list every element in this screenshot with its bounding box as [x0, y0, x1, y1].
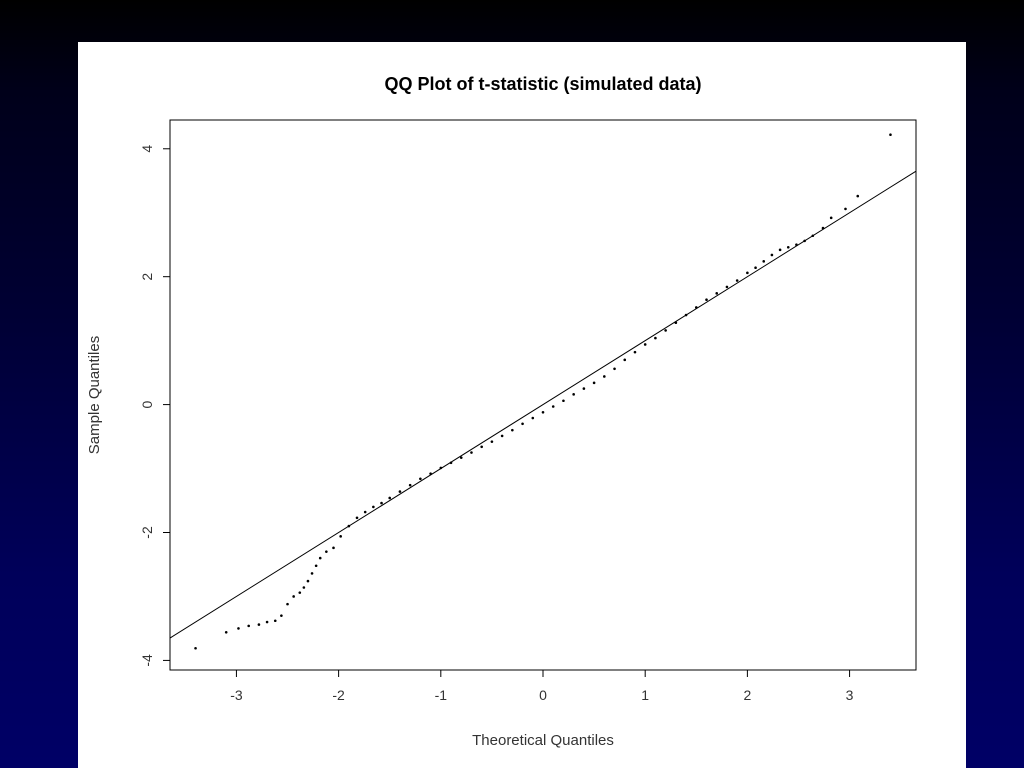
- qq-point: [694, 306, 698, 309]
- qq-point: [654, 336, 657, 340]
- y-tick-label: -4: [139, 654, 155, 667]
- qq-point: [786, 245, 790, 249]
- qq-point: [521, 422, 524, 426]
- qq-point: [541, 410, 545, 414]
- qq-point: [572, 393, 575, 396]
- qq-point: [419, 477, 422, 481]
- qq-point: [286, 602, 289, 606]
- x-axis: -3 -2 -1 0 1 2 3: [230, 670, 854, 703]
- qq-point: [844, 207, 847, 211]
- qq-point: [889, 133, 892, 137]
- qq-point: [302, 586, 306, 589]
- qq-point: [310, 572, 314, 575]
- qq-plot: QQ Plot of t-statistic (simulated data) …: [86, 74, 917, 749]
- qq-point: [224, 630, 228, 634]
- x-tick-label: -3: [230, 687, 243, 703]
- qq-point: [292, 595, 295, 598]
- qq-point: [459, 456, 463, 459]
- qq-point: [531, 416, 535, 420]
- qq-point: [280, 614, 283, 617]
- qq-point: [332, 546, 335, 550]
- qq-point: [298, 591, 302, 594]
- qq-point: [562, 399, 565, 403]
- x-tick-label: 2: [743, 687, 751, 703]
- qq-point: [762, 260, 766, 263]
- qq-point: [480, 445, 483, 449]
- qq-point: [725, 285, 729, 289]
- plot-panel: QQ Plot of t-statistic (simulated data) …: [78, 42, 966, 768]
- qq-point: [273, 619, 277, 623]
- y-tick-label: 0: [139, 400, 155, 408]
- qq-point: [237, 627, 240, 630]
- qq-point: [664, 329, 667, 332]
- qq-point: [314, 564, 318, 568]
- qq-point: [372, 505, 375, 509]
- qq-point: [770, 253, 774, 257]
- y-axis-label: Sample Quantiles: [86, 336, 103, 454]
- qq-point: [388, 496, 392, 500]
- qq-point: [408, 483, 412, 487]
- qq-point: [643, 343, 647, 346]
- qq-point: [265, 620, 269, 624]
- qq-point: [429, 472, 432, 475]
- qq-point: [705, 298, 708, 302]
- qq-point: [633, 350, 637, 354]
- qq-point: [355, 516, 359, 520]
- qq-point: [449, 461, 453, 465]
- qq-point: [613, 367, 616, 371]
- qq-point: [754, 266, 757, 270]
- qq-point: [363, 510, 367, 514]
- y-axis: -4 -2 0 2 4: [139, 145, 170, 667]
- x-tick-label: 3: [846, 687, 854, 703]
- qq-reference-line: [169, 170, 917, 639]
- qq-point: [490, 440, 494, 443]
- qq-point: [257, 623, 261, 626]
- y-tick-label: 4: [139, 145, 155, 153]
- qq-point: [339, 535, 342, 538]
- chart-title: QQ Plot of t-statistic (simulated data): [384, 74, 701, 94]
- qq-point: [623, 358, 627, 362]
- qq-point: [603, 375, 606, 378]
- x-axis-label: Theoretical Quantiles: [472, 732, 614, 749]
- qq-point: [347, 524, 351, 528]
- plot-frame: [169, 119, 917, 671]
- x-tick-label: -1: [435, 687, 448, 703]
- qq-point: [500, 434, 504, 438]
- qq-point: [511, 428, 514, 432]
- qq-point: [551, 405, 555, 408]
- x-tick-label: 1: [641, 687, 649, 703]
- qq-point: [684, 313, 688, 317]
- qq-point: [247, 624, 250, 628]
- x-tick-label: 0: [539, 687, 547, 703]
- qq-point: [778, 248, 782, 252]
- qq-point: [398, 490, 402, 493]
- qq-point: [318, 556, 322, 560]
- qq-point: [582, 387, 586, 390]
- qq-point: [439, 466, 443, 470]
- qq-point: [803, 239, 806, 243]
- qq-point: [470, 451, 473, 454]
- qq-points: [194, 133, 892, 650]
- qq-point: [735, 279, 739, 282]
- qq-point: [795, 243, 798, 247]
- qq-point: [194, 646, 197, 650]
- y-tick-label: 2: [139, 273, 155, 281]
- qq-point: [746, 271, 749, 275]
- qq-point: [325, 550, 328, 553]
- qq-point: [674, 321, 678, 325]
- qq-point: [821, 226, 825, 230]
- qq-point: [592, 381, 596, 385]
- y-tick-label: -2: [139, 526, 155, 539]
- qq-point: [811, 234, 815, 238]
- qq-point: [715, 292, 719, 295]
- qq-point: [829, 216, 833, 220]
- x-tick-label: -2: [332, 687, 345, 703]
- qq-point: [306, 579, 310, 583]
- qq-point: [380, 501, 383, 505]
- qq-point: [856, 194, 860, 198]
